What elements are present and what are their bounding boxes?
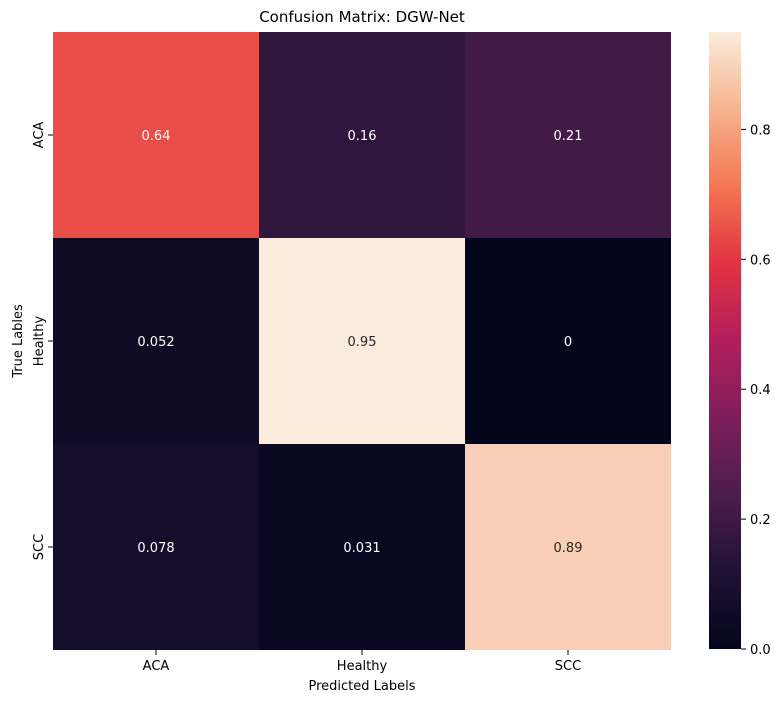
y-axis-label: True Lables	[11, 304, 26, 379]
y-tick-label: SCC	[32, 534, 47, 560]
colorbar-tick-label: 0.8	[750, 123, 771, 138]
y-tick-label: ACA	[32, 122, 47, 149]
cell-value-label: 0.21	[554, 129, 583, 144]
x-axis-label: Predicted Labels	[308, 679, 415, 694]
cell-value-label: 0.64	[142, 129, 171, 144]
heatmap-cell	[259, 238, 465, 444]
colorbar-tick-label: 0.2	[750, 513, 771, 528]
colorbar-ticks: 0.0 0.2 0.4 0.6 0.8	[741, 123, 771, 658]
colorbar	[709, 32, 741, 649]
colorbar-tick-label: 0.0	[750, 643, 771, 658]
cell-value-label: 0.89	[554, 541, 583, 556]
heatmap-cell	[465, 238, 671, 444]
colorbar-tick-label: 0.4	[750, 383, 771, 398]
colorbar-tick-label: 0.6	[750, 253, 771, 268]
cell-value-label: 0.031	[343, 541, 380, 556]
y-axis: ACA Healthy SCC	[32, 122, 53, 560]
x-tick-label: ACA	[143, 659, 170, 674]
heatmap-cells: 0.64 0.16 0.21 0.052 0.95 0 0.078 0.031 0.89	[53, 32, 671, 650]
cell-value-label: 0.16	[348, 129, 377, 144]
heatmap-cell	[53, 238, 259, 444]
x-axis: ACA Healthy SCC	[143, 650, 581, 674]
x-tick-label: SCC	[555, 659, 581, 674]
heatmap-cell	[53, 32, 259, 238]
heatmap-cell	[465, 444, 671, 650]
cell-value-label: 0.052	[137, 335, 174, 350]
cell-value-label: 0.078	[137, 541, 174, 556]
x-tick-label: Healthy	[337, 659, 388, 674]
heatmap-cell	[259, 444, 465, 650]
heatmap-cell	[53, 444, 259, 650]
y-tick-label: Healthy	[32, 316, 47, 367]
cell-value-label: 0	[564, 335, 572, 350]
heatmap-cell	[465, 32, 671, 238]
heatmap-cell	[259, 32, 465, 238]
cell-value-label: 0.95	[348, 335, 377, 350]
chart-title: Confusion Matrix: DGW-Net	[259, 8, 465, 26]
